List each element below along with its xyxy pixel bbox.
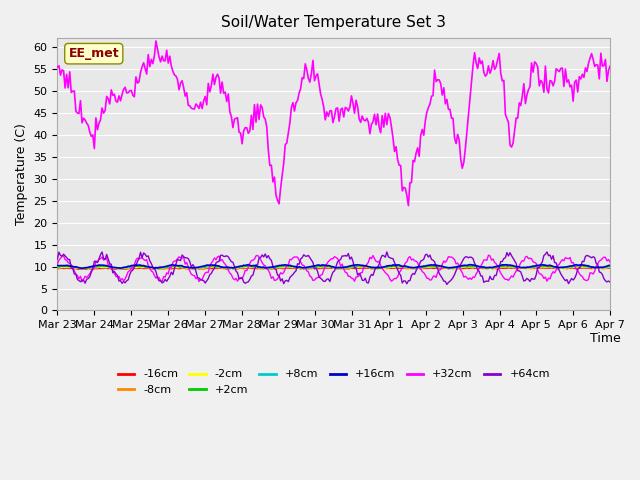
- Legend: -16cm, -8cm, -2cm, +2cm, +8cm, +16cm, +32cm, +64cm: -16cm, -8cm, -2cm, +2cm, +8cm, +16cm, +3…: [113, 365, 554, 399]
- Title: Soil/Water Temperature Set 3: Soil/Water Temperature Set 3: [221, 15, 446, 30]
- Y-axis label: Temperature (C): Temperature (C): [15, 123, 28, 225]
- Text: EE_met: EE_met: [68, 47, 119, 60]
- X-axis label: Time: Time: [590, 332, 621, 345]
